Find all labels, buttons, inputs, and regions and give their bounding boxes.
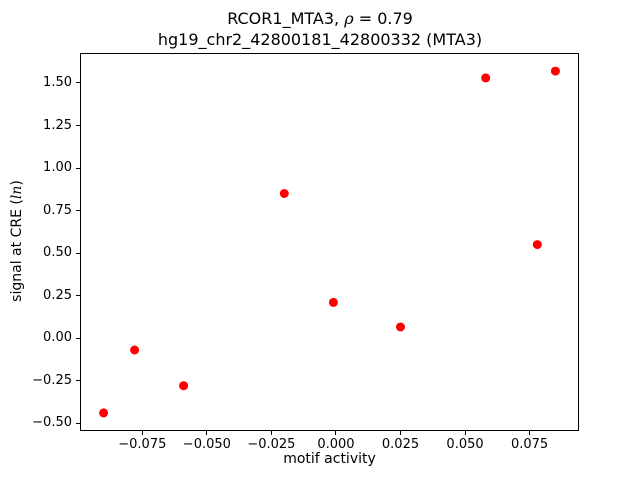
y-tick-mark [76,380,80,382]
y-tick-label: 1.00 [43,160,72,176]
x-tick-label: 0.050 [446,437,484,452]
chart-title-rho-value: = 0.79 [353,9,413,28]
y-tick-label: −0.50 [32,415,72,431]
scatter-point [481,73,491,83]
scatter-point [130,345,140,355]
y-tick-label: 0.75 [43,202,72,218]
y-tick-label: 1.25 [43,117,72,133]
plot-area [80,53,579,431]
y-tick-mark [76,295,80,297]
scatter-point [550,66,560,76]
x-tick-label: 0.000 [317,437,355,452]
y-tick-label: 0.25 [43,287,72,303]
x-tick-label: −0.075 [118,437,167,452]
y-tick-label: −0.25 [32,372,72,388]
y-tick-mark [76,422,80,424]
x-axis-label: motif activity [283,451,376,467]
y-tick-label: 0.50 [43,245,72,261]
x-tick-mark [464,431,466,435]
scatter-points-layer [99,66,560,418]
x-tick-mark [335,431,337,435]
x-tick-mark [270,431,272,435]
y-tick-mark [76,82,80,84]
y-tick-mark [76,337,80,339]
scatter-point [532,240,542,250]
x-tick-label: 0.075 [510,437,549,452]
chart-title-line1: RCOR1_MTA3, ρ = 0.79 [0,8,640,29]
scatter-point [279,189,289,198]
x-tick-label: 0.025 [381,437,420,452]
rho-symbol: ρ [344,9,354,28]
y-axis-label-math: ln [9,185,25,200]
x-tick-mark [400,431,401,435]
scatter-point [99,408,109,418]
x-tick-label: −0.050 [182,437,231,452]
y-tick-mark [76,252,80,254]
y-tick-mark [76,167,80,169]
x-tick-mark [529,431,531,435]
chart-title-gene-pair: RCOR1_MTA3, [227,9,345,28]
x-tick-mark [141,431,143,435]
y-tick-label: 1.50 [43,74,72,90]
y-axis-label-close: ) [9,180,25,186]
x-tick-label: −0.025 [247,437,296,452]
y-tick-label: 0.00 [43,330,72,346]
scatter-point [328,297,338,307]
chart-title: RCOR1_MTA3, ρ = 0.79 hg19_chr2_42800181_… [0,8,640,50]
x-tick-mark [206,431,208,435]
scatter-point [396,322,405,332]
scatter-point [179,381,189,391]
chart-title-line2: hg19_chr2_42800181_42800332 (MTA3) [157,30,483,49]
y-axis-label: signal at CRE (ln) [9,180,25,302]
y-tick-mark [76,125,80,126]
y-tick-mark [76,210,80,212]
